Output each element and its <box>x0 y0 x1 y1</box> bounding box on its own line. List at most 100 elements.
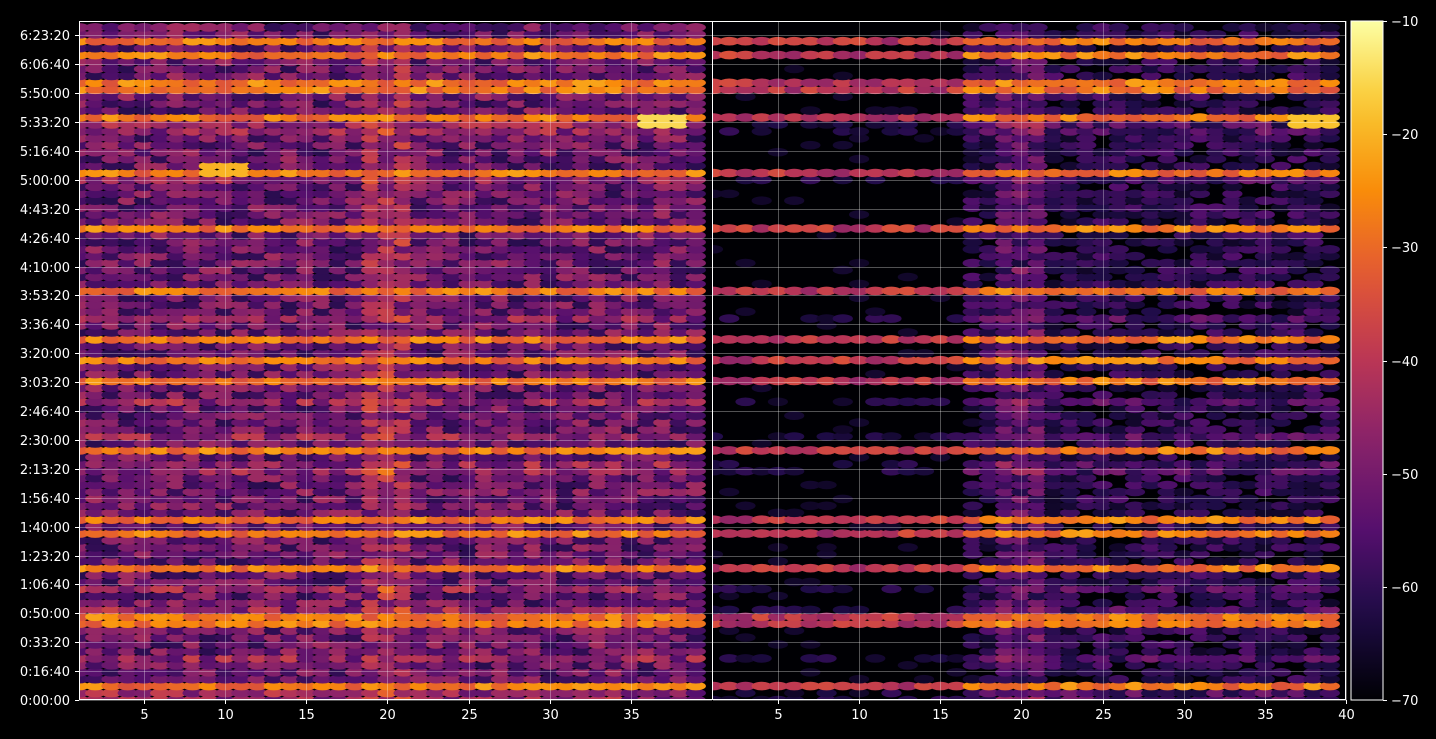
heatmap-cell <box>539 459 560 469</box>
heatmap-cell <box>490 570 512 580</box>
heatmap-cell <box>426 536 447 545</box>
heatmap-cell <box>312 577 333 587</box>
heatmap-cell <box>215 522 236 531</box>
heatmap-cell <box>523 404 544 414</box>
heatmap-cell <box>85 480 106 490</box>
heatmap-cell <box>361 647 382 656</box>
heatmap-cell <box>669 432 690 441</box>
heatmap-cell <box>361 494 382 504</box>
heatmap-cell <box>426 543 447 552</box>
heatmap-cell <box>539 411 560 421</box>
heatmap-cell <box>620 369 641 379</box>
heatmap-cell <box>247 661 268 670</box>
heatmap-cell <box>637 681 658 691</box>
heatmap-cell <box>377 349 398 358</box>
heatmap-cell <box>555 570 577 580</box>
heatmap-cell <box>182 688 203 698</box>
heatmap-cell <box>85 342 106 351</box>
heatmap-cell <box>85 355 106 365</box>
heatmap-cell <box>1271 668 1292 677</box>
heatmap-cell <box>377 397 398 407</box>
heatmap-cell <box>279 439 301 448</box>
heatmap-cell <box>653 418 674 427</box>
heatmap-cell <box>263 342 284 351</box>
heatmap-cell <box>588 654 609 663</box>
heatmap-cell <box>1287 411 1308 421</box>
heatmap-cell <box>507 598 528 608</box>
heatmap-cell <box>507 647 528 656</box>
heatmap-cell <box>101 584 122 594</box>
heatmap-cell <box>507 369 528 379</box>
heatmap-cell <box>555 459 577 469</box>
heatmap-cell <box>377 522 398 531</box>
heatmap-cell <box>215 501 236 511</box>
heatmap-cell <box>231 418 252 427</box>
heatmap-cell <box>377 668 398 677</box>
heatmap-cell <box>377 550 398 559</box>
heatmap-cell <box>474 418 495 427</box>
heatmap-cell <box>572 439 593 448</box>
heatmap-cell <box>101 432 122 441</box>
heatmap-cell <box>474 383 495 393</box>
heatmap-cell <box>620 626 641 635</box>
heatmap-cell <box>637 543 658 552</box>
heatmap-cell <box>263 605 284 615</box>
heatmap-cell <box>409 480 430 490</box>
heatmap-cell <box>231 501 252 511</box>
heatmap-cell <box>393 480 414 490</box>
heatmap-cell <box>247 515 268 524</box>
heatmap-cell <box>150 376 171 386</box>
heatmap-cell <box>555 668 577 677</box>
heatmap-cell <box>409 453 430 462</box>
heatmap-cell <box>312 522 333 531</box>
heatmap-cell <box>312 647 333 656</box>
heatmap-cell <box>101 605 122 615</box>
heatmap-cell <box>247 473 268 483</box>
heatmap-cell <box>572 453 593 462</box>
heatmap-cell <box>458 439 479 448</box>
heatmap-cell <box>377 570 398 580</box>
heatmap-cell <box>637 626 658 635</box>
heatmap-cell <box>117 605 138 615</box>
heatmap-cell <box>620 681 641 691</box>
heatmap-cell <box>1092 390 1113 400</box>
heatmap-cell <box>669 425 690 434</box>
heatmap-cell <box>344 459 365 469</box>
heatmap-cell <box>620 362 641 372</box>
heatmap-cell <box>296 633 317 642</box>
heatmap-cell <box>588 536 609 545</box>
heatmap-cell <box>361 619 382 628</box>
heatmap-cell <box>361 529 382 538</box>
heatmap-cell <box>507 466 528 476</box>
heatmap-cell <box>426 626 447 635</box>
heatmap-cell <box>328 612 349 622</box>
heatmap-cell <box>588 584 609 594</box>
heatmap-cell <box>231 487 252 497</box>
heatmap-cell <box>328 688 349 698</box>
heatmap-cell <box>263 508 284 518</box>
heatmap-cell <box>409 633 430 642</box>
heatmap-cell <box>669 557 690 566</box>
heatmap-cell <box>85 612 106 622</box>
heatmap-cell <box>312 529 333 538</box>
heatmap-cell <box>150 557 171 566</box>
heatmap-cell <box>133 619 154 628</box>
heatmap-cell <box>637 425 658 434</box>
heatmap-cell <box>620 494 641 504</box>
heatmap-cell <box>150 480 171 490</box>
heatmap-cell <box>507 349 528 358</box>
heatmap-cell <box>474 487 495 497</box>
heatmap-cell <box>312 362 333 372</box>
heatmap-cell <box>296 688 317 698</box>
heatmap-cell <box>247 390 268 400</box>
heatmap-cell <box>361 515 382 524</box>
heatmap-cell <box>669 508 690 518</box>
heatmap-cell <box>166 570 187 580</box>
heatmap-cell <box>572 563 593 573</box>
heatmap-cell <box>523 598 544 608</box>
heatmap-cell <box>458 522 479 531</box>
heatmap-cell <box>296 376 317 386</box>
heatmap-cell <box>604 591 625 601</box>
heatmap-cell <box>555 494 577 504</box>
heatmap-cell <box>685 466 706 476</box>
